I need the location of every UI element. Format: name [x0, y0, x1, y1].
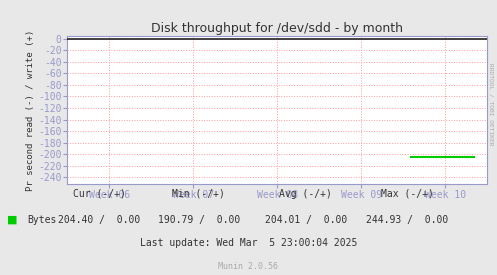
- Text: ■: ■: [7, 215, 18, 225]
- Text: Avg (-/+): Avg (-/+): [279, 189, 332, 199]
- Text: 204.01 /  0.00: 204.01 / 0.00: [264, 215, 347, 225]
- Text: Last update: Wed Mar  5 23:00:04 2025: Last update: Wed Mar 5 23:00:04 2025: [140, 238, 357, 248]
- Text: 244.93 /  0.00: 244.93 / 0.00: [366, 215, 449, 225]
- Text: Cur (-/+): Cur (-/+): [73, 189, 126, 199]
- Y-axis label: Pr second read (-) / write (+): Pr second read (-) / write (+): [26, 29, 35, 191]
- Text: 190.79 /  0.00: 190.79 / 0.00: [158, 215, 240, 225]
- Text: RRDTOOL / TOBI OETIKER: RRDTOOL / TOBI OETIKER: [489, 63, 494, 146]
- Text: 204.40 /  0.00: 204.40 / 0.00: [58, 215, 141, 225]
- Text: Max (-/+): Max (-/+): [381, 189, 434, 199]
- Text: Bytes: Bytes: [27, 215, 57, 225]
- Title: Disk throughput for /dev/sdd - by month: Disk throughput for /dev/sdd - by month: [151, 21, 403, 35]
- Text: Munin 2.0.56: Munin 2.0.56: [219, 262, 278, 271]
- Text: Min (-/+): Min (-/+): [172, 189, 225, 199]
